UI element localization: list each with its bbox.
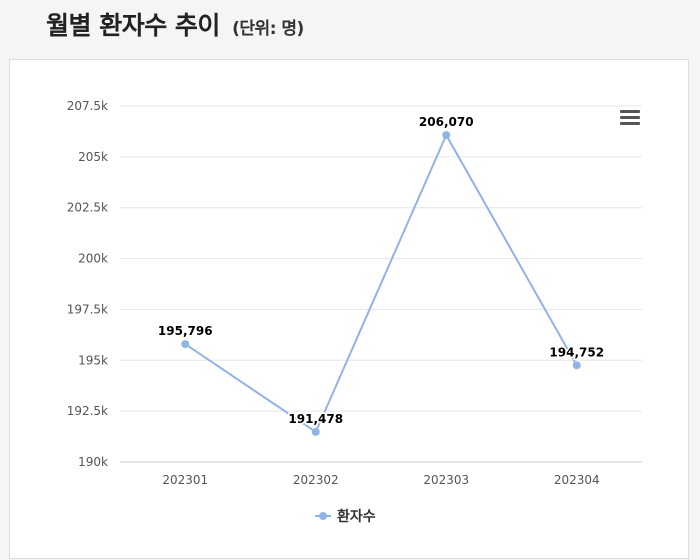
data-point[interactable] [442,131,451,140]
x-tick-label: 202302 [293,473,339,487]
data-point[interactable] [311,427,320,436]
y-tick-label: 192.5k [67,404,108,418]
legend-label: 환자수 [337,509,376,525]
y-tick-label: 205k [78,150,108,164]
hamburger-menu-icon [620,110,640,113]
y-tick-label: 202.5k [67,201,108,215]
x-tick-label: 202304 [554,473,600,487]
hamburger-menu-icon-bar [620,116,640,119]
data-label: 195,796 [158,324,213,338]
legend-line-marker-icon [315,510,331,522]
data-labels: 195,796 191,478 206,070 194,752 [156,114,605,428]
x-tick-label: 202303 [423,473,469,487]
data-point[interactable] [181,340,190,349]
data-label: 194,752 [549,345,604,359]
chart-card: 190k 192.5k 195k 197.5k 200k 202.5k 205k 207.5k… [9,59,689,559]
data-label: 206,070 [419,115,474,129]
axes: 190k 192.5k 195k 197.5k 200k 202.5k 205k 207.5k… [67,99,642,487]
data-label: 191,478 [288,412,343,426]
y-tick-label: 207.5k [67,99,108,113]
hamburger-menu-icon-bar [620,122,640,125]
page-title-text: 월별 환자수 추이 [46,11,220,40]
grid-lines [120,105,642,463]
page-title: 월별 환자수 추이 (단위: 명) [46,6,304,42]
y-tick-label: 200k [78,252,108,266]
y-tick-label: 197.5k [67,302,108,316]
y-tick-label: 190k [78,455,108,469]
x-tick-label: 202301 [162,473,208,487]
legend-item-patients[interactable]: 환자수 [315,504,376,528]
series-patients [181,131,581,436]
data-point[interactable] [572,361,581,370]
page-title-unit: (단위: 명) [232,19,304,39]
y-tick-label: 195k [78,353,108,367]
chart-menu-button[interactable] [620,110,640,126]
series-line [184,132,578,434]
line-chart: 190k 192.5k 195k 197.5k 200k 202.5k 205k 207.5k… [67,99,642,487]
